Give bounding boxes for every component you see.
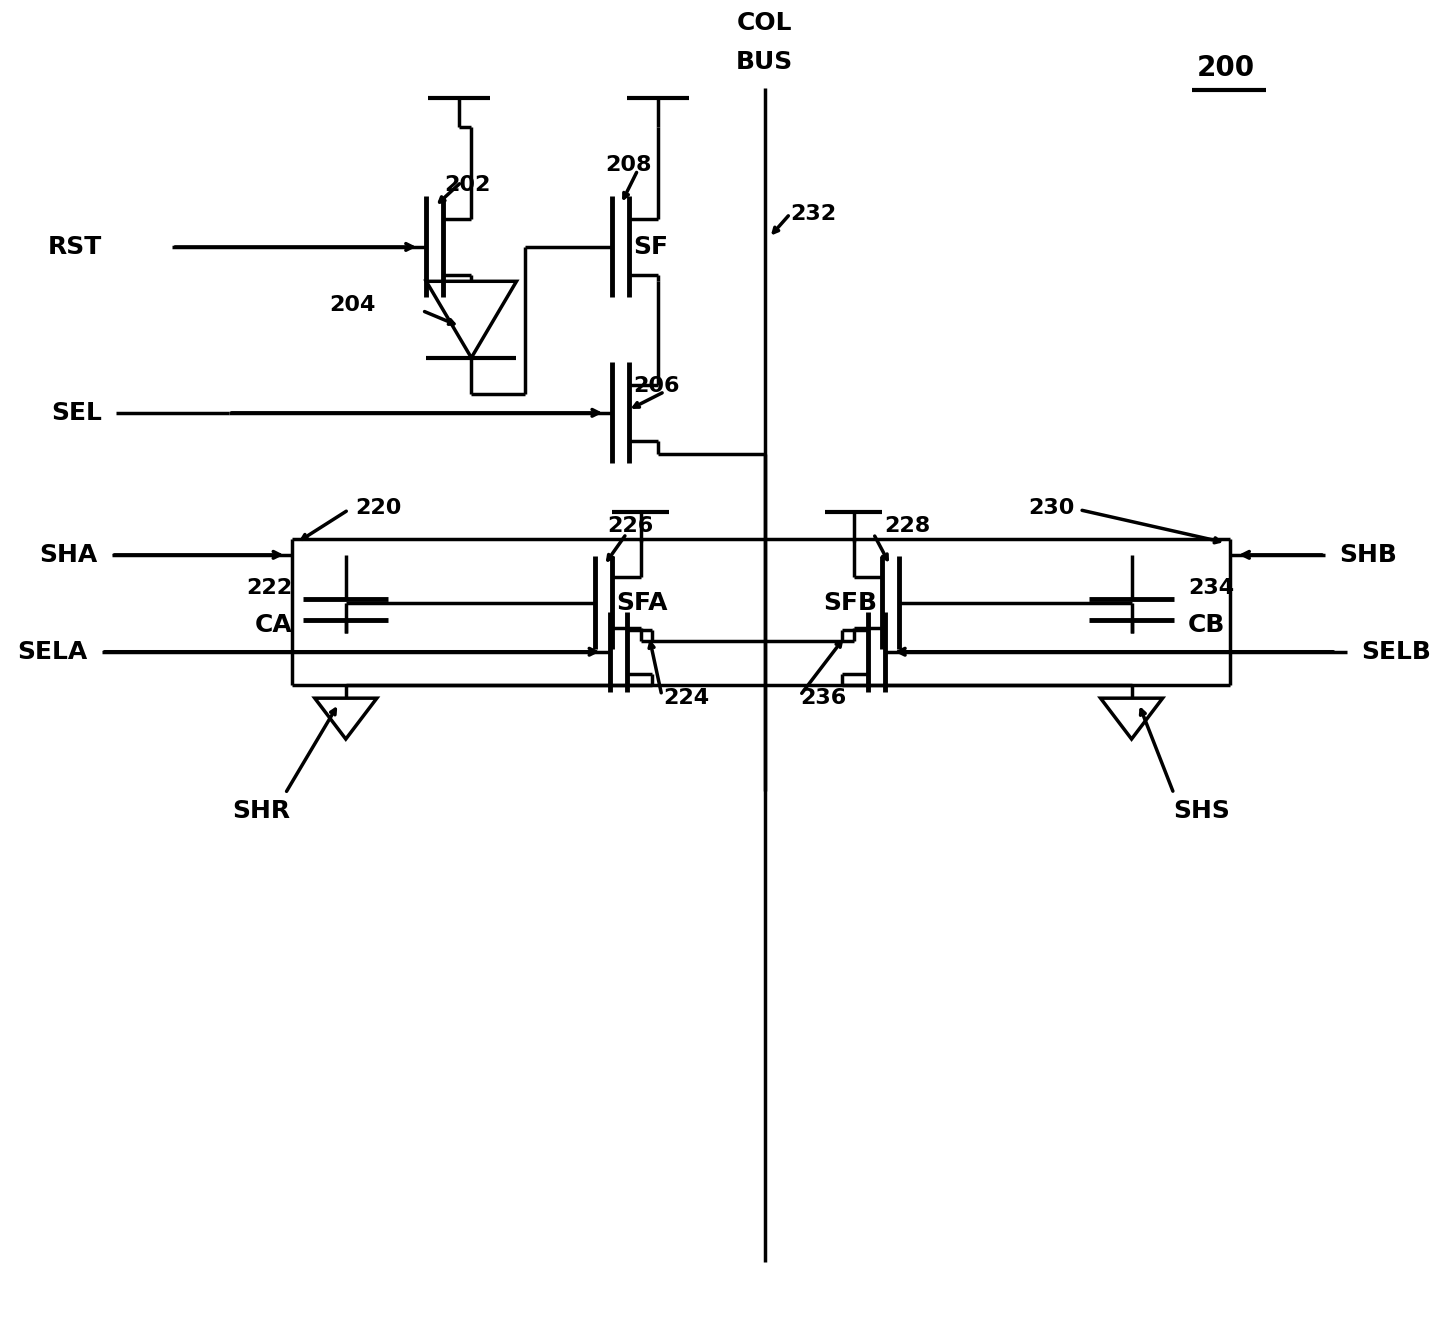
- Text: SHA: SHA: [39, 543, 97, 567]
- Text: 228: 228: [884, 516, 931, 536]
- Polygon shape: [426, 282, 516, 358]
- Text: SHR: SHR: [233, 799, 290, 823]
- Text: RST: RST: [48, 235, 101, 259]
- Text: 206: 206: [633, 376, 681, 396]
- Text: 234: 234: [1188, 579, 1234, 598]
- Text: 230: 230: [1029, 499, 1075, 519]
- Text: SELA: SELA: [17, 640, 88, 664]
- Text: SFB: SFB: [824, 591, 877, 614]
- Text: SEL: SEL: [51, 400, 101, 424]
- Text: SFA: SFA: [617, 591, 668, 614]
- Text: SF: SF: [633, 235, 669, 259]
- Text: BUS: BUS: [736, 51, 793, 74]
- Text: 208: 208: [605, 154, 652, 174]
- Text: 224: 224: [663, 688, 709, 708]
- Polygon shape: [1101, 698, 1163, 739]
- Text: 202: 202: [445, 174, 491, 194]
- Polygon shape: [315, 698, 377, 739]
- Text: CB: CB: [1188, 613, 1225, 637]
- Text: 222: 222: [246, 579, 292, 598]
- Text: 220: 220: [355, 499, 402, 519]
- Text: 200: 200: [1196, 53, 1256, 81]
- Text: SELB: SELB: [1361, 640, 1432, 664]
- Text: SHS: SHS: [1173, 799, 1231, 823]
- Text: 232: 232: [790, 203, 837, 223]
- Text: 204: 204: [329, 295, 376, 315]
- Text: 226: 226: [607, 516, 653, 536]
- Text: CA: CA: [254, 613, 292, 637]
- Text: COL: COL: [737, 11, 792, 35]
- Text: SHB: SHB: [1340, 543, 1397, 567]
- Text: 236: 236: [801, 688, 847, 708]
